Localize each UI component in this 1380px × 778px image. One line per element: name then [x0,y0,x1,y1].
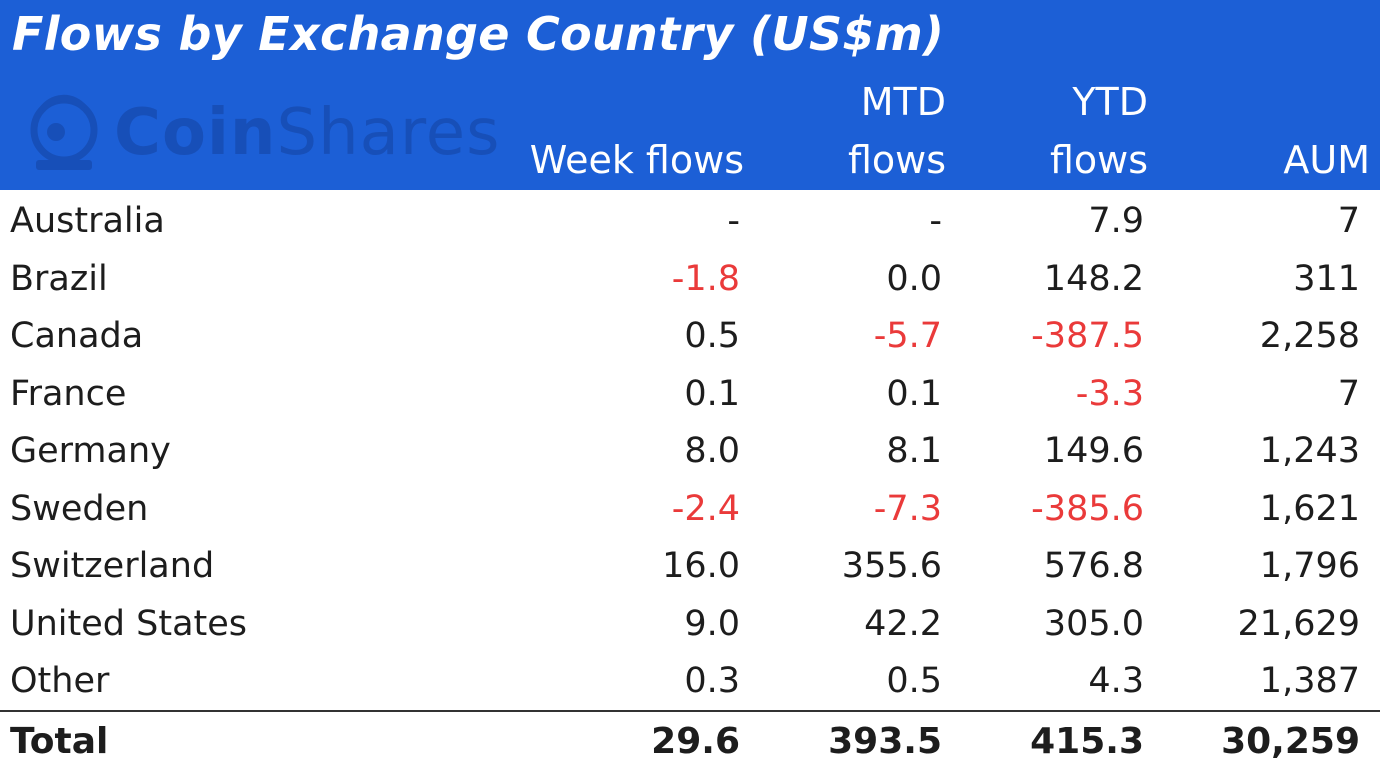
table-row: Germany 8.0 8.1 149.6 1,243 [0,425,1380,482]
aum-value: 1,796 [1259,546,1360,586]
total-divider [0,710,1380,712]
mtd-value: 0.0 [886,258,942,299]
col-ytd-line2: flows [1049,138,1148,182]
table-title: Flows by Exchange Country (US$m) [12,7,945,61]
table-header: Flows by Exchange Country (US$m) CoinSha… [0,0,1380,190]
week-value: 29.6 [651,721,740,762]
table-row: Canada 0.5 -5.7 -387.5 2,258 [0,310,1380,367]
total-label: Total [10,721,109,762]
aum-value: 311 [1293,258,1360,299]
ytd-value: 148.2 [1043,258,1144,299]
mtd-value: 8.1 [886,431,942,471]
country-name: Other [10,661,110,701]
aum-value: 1,621 [1259,488,1360,529]
country-name: Australia [10,201,165,241]
mtd-value: 0.1 [886,373,942,414]
mtd-value: - [929,201,942,241]
week-value: 0.5 [684,316,740,356]
ytd-value: 4.3 [1088,661,1144,701]
week-value: 16.0 [662,546,740,586]
col-ytd-line1: YTD [1072,80,1148,124]
ytd-value: -3.3 [1075,373,1144,414]
country-name: France [10,373,127,414]
astronaut-helmet-icon [30,94,98,170]
aum-value: 2,258 [1259,316,1360,356]
aum-value: 7 [1337,201,1360,241]
country-name: Canada [10,316,144,356]
country-name: Sweden [10,488,149,529]
week-value: 8.0 [684,431,740,471]
aum-value: 1,243 [1259,431,1360,471]
ytd-value: 415.3 [1030,721,1144,762]
week-value: 0.1 [684,373,740,414]
mtd-value: 393.5 [828,721,942,762]
ytd-value: 7.9 [1088,201,1144,241]
table-row: Brazil -1.8 0.0 148.2 311 [0,253,1380,310]
country-name: United States [10,603,248,644]
ytd-value: 149.6 [1043,431,1144,471]
col-mtd-line2: flows [847,138,946,182]
mtd-value: -5.7 [873,316,942,356]
week-value: 9.0 [684,603,740,644]
col-aum-label: AUM [1283,138,1370,182]
coinshares-watermark: CoinShares [26,92,506,178]
table-row: United States 9.0 42.2 305.0 21,629 [0,598,1380,655]
table-row: Switzerland 16.0 355.6 576.8 1,796 [0,540,1380,597]
aum-value: 7 [1337,373,1360,414]
mtd-value: -7.3 [873,488,942,529]
mtd-value: 0.5 [886,661,942,701]
col-week-label: Week flows [529,138,744,182]
table-row: France 0.1 0.1 -3.3 7 [0,368,1380,425]
week-value: - [727,201,740,241]
week-value: 0.3 [684,661,740,701]
country-name: Brazil [10,258,108,299]
table-row: Other 0.3 0.5 4.3 1,387 [0,655,1380,712]
country-name: Switzerland [10,546,215,586]
col-mtd-line1: MTD [860,80,946,124]
total-row: Total 29.6 393.5 415.3 30,259 [0,715,1380,772]
week-value: -1.8 [671,258,740,299]
ytd-value: -387.5 [1031,316,1144,356]
table-row: Sweden -2.4 -7.3 -385.6 1,621 [0,483,1380,540]
ytd-value: 576.8 [1043,546,1144,586]
ytd-value: -385.6 [1031,488,1144,529]
aum-value: 1,387 [1259,661,1360,701]
aum-value: 21,629 [1237,603,1360,644]
week-value: -2.4 [671,488,740,529]
mtd-value: 355.6 [841,546,942,586]
coinshares-logo-text: CoinShares [114,96,501,170]
country-name: Germany [10,431,171,471]
ytd-value: 305.0 [1043,603,1144,644]
mtd-value: 42.2 [864,603,942,644]
table-row: Australia - - 7.9 7 [0,195,1380,252]
aum-value: 30,259 [1221,721,1360,762]
